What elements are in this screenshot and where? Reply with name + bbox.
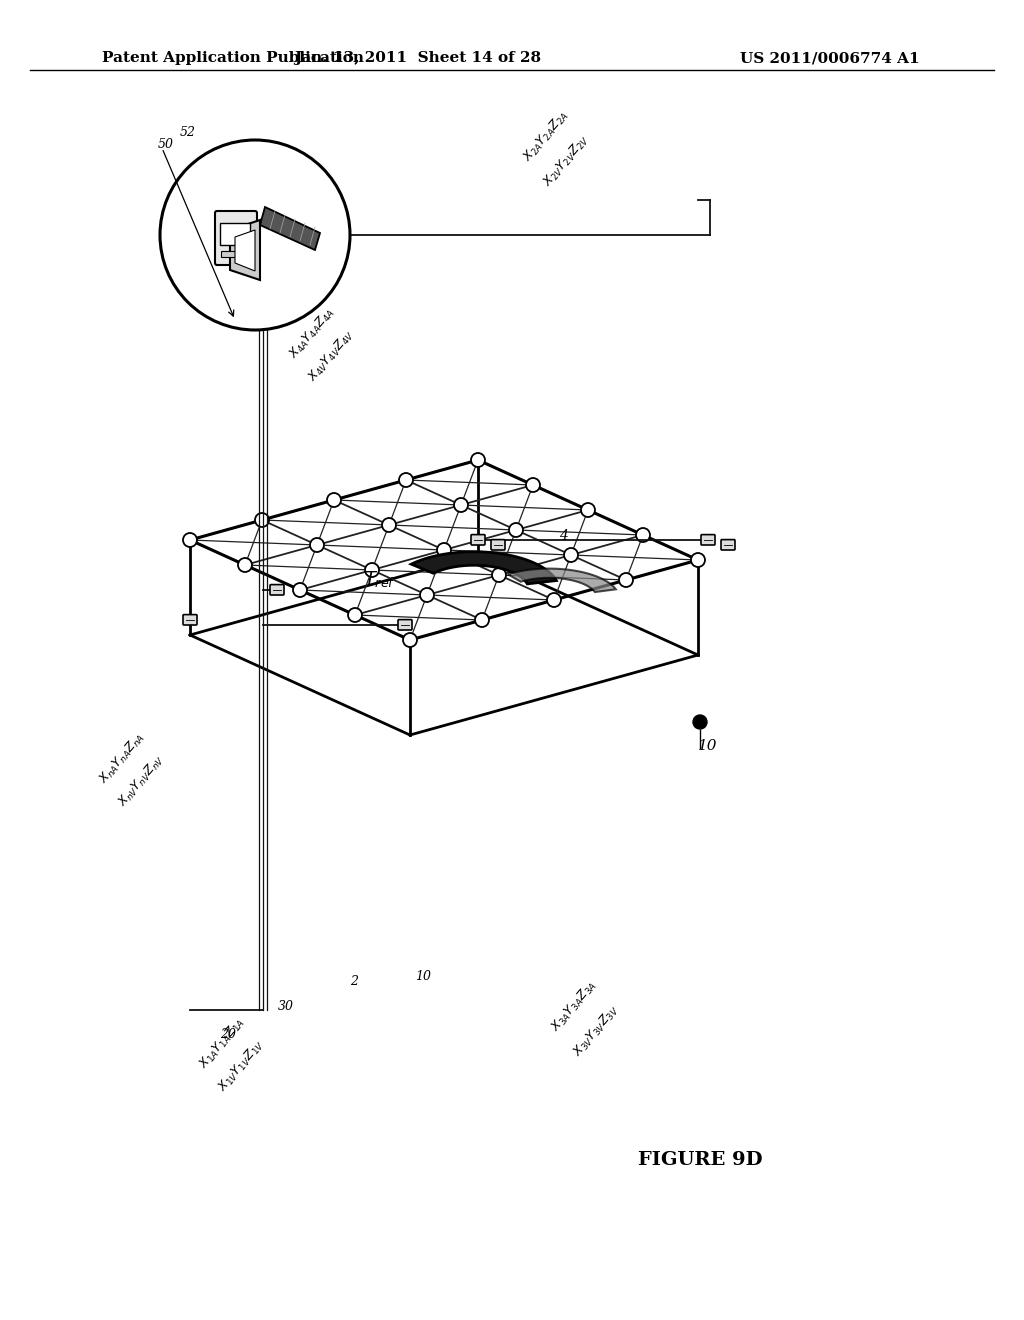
FancyBboxPatch shape [490,540,505,550]
Circle shape [183,533,197,546]
FancyBboxPatch shape [221,252,247,257]
Text: 10: 10 [698,739,718,752]
Text: $X_{1V}Y_{1V}Z_{1V}$: $X_{1V}Y_{1V}Z_{1V}$ [215,1038,267,1096]
Circle shape [693,715,707,729]
Circle shape [365,564,379,577]
Circle shape [437,543,451,557]
Polygon shape [230,220,260,280]
Circle shape [691,553,705,568]
Text: Jan. 13, 2011  Sheet 14 of 28: Jan. 13, 2011 Sheet 14 of 28 [295,51,542,65]
Text: $X_{nV}Y_{nV}Z_{nV}$: $X_{nV}Y_{nV}Z_{nV}$ [115,752,167,810]
FancyBboxPatch shape [183,615,197,624]
Circle shape [310,539,324,552]
Circle shape [238,558,252,572]
Polygon shape [412,552,556,583]
FancyBboxPatch shape [398,619,412,630]
Circle shape [399,473,413,487]
Circle shape [636,528,650,543]
Circle shape [327,492,341,507]
Circle shape [454,498,468,512]
Text: $X_{1A}Y_{1A}Z_{1A}$: $X_{1A}Y_{1A}Z_{1A}$ [196,1015,248,1072]
Text: 20: 20 [220,1028,236,1041]
Circle shape [348,609,362,622]
Text: 52: 52 [180,125,196,139]
Text: $X_{4A}Y_{4A}Z_{4A}$: $X_{4A}Y_{4A}Z_{4A}$ [286,305,338,362]
Text: $X_{4V}Y_{4V}Z_{4V}$: $X_{4V}Y_{4V}Z_{4V}$ [305,327,357,385]
FancyBboxPatch shape [270,585,284,595]
Polygon shape [234,230,255,271]
Text: $X_{nA}Y_{nA}Z_{nA}$: $X_{nA}Y_{nA}Z_{nA}$ [96,730,147,787]
Text: $X_{2A}Y_{2A}Z_{2A}$: $X_{2A}Y_{2A}Z_{2A}$ [520,108,571,165]
Circle shape [526,478,540,492]
Circle shape [581,503,595,517]
Circle shape [547,593,561,607]
Circle shape [420,587,434,602]
FancyBboxPatch shape [721,540,735,550]
Text: 50: 50 [158,139,174,150]
Text: $X_{2V}Y_{2V}Z_{2V}$: $X_{2V}Y_{2V}Z_{2V}$ [540,132,592,190]
FancyBboxPatch shape [701,535,715,545]
Circle shape [255,513,269,527]
Circle shape [564,548,578,562]
Text: $X_{3A}Y_{3A}Z_{3A}$: $X_{3A}Y_{3A}Z_{3A}$ [548,978,599,1035]
Circle shape [382,517,396,532]
Text: Patent Application Publication: Patent Application Publication [102,51,364,65]
Circle shape [403,634,417,647]
Circle shape [509,523,523,537]
FancyBboxPatch shape [471,535,485,545]
Text: $X_{3V}Y_{3V}Z_{3V}$: $X_{3V}Y_{3V}Z_{3V}$ [570,1002,622,1060]
FancyBboxPatch shape [220,223,250,246]
Text: $T_{ref}$: $T_{ref}$ [364,569,395,589]
Circle shape [492,568,506,582]
Circle shape [471,453,485,467]
Text: 2: 2 [350,975,358,987]
Circle shape [618,573,633,587]
Text: FIGURE 9D: FIGURE 9D [638,1151,762,1170]
Circle shape [475,612,489,627]
Text: US 2011/0006774 A1: US 2011/0006774 A1 [740,51,920,65]
Text: 30: 30 [278,1001,294,1012]
Text: 4: 4 [559,529,568,543]
Circle shape [293,583,307,597]
Circle shape [160,140,350,330]
Polygon shape [260,207,319,249]
Polygon shape [508,569,615,593]
FancyBboxPatch shape [215,211,257,265]
Text: 10: 10 [415,970,431,983]
